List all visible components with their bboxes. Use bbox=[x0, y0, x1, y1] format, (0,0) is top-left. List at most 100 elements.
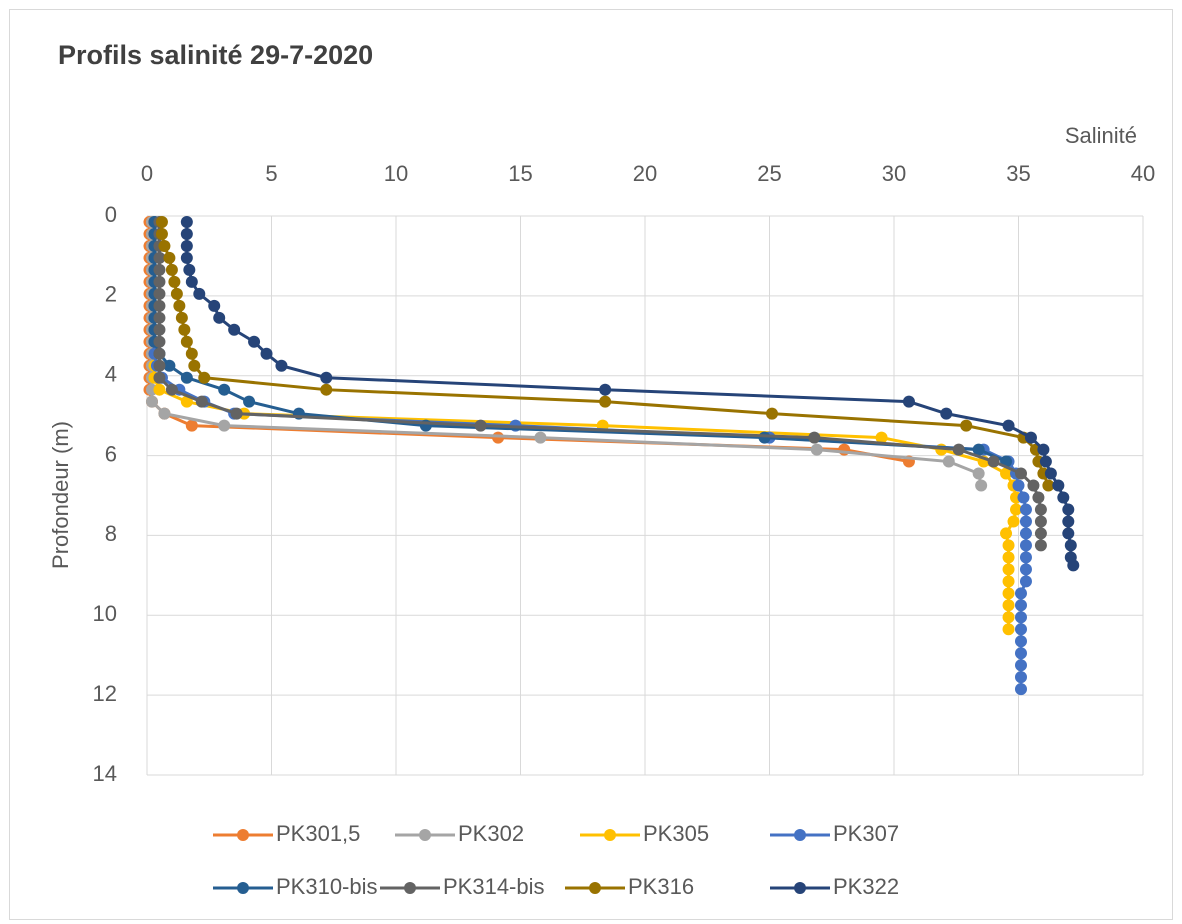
data-point bbox=[180, 371, 193, 384]
data-point bbox=[165, 383, 178, 396]
data-point bbox=[1014, 623, 1027, 636]
data-point bbox=[1027, 479, 1040, 492]
data-point bbox=[1019, 515, 1032, 528]
data-point bbox=[1014, 647, 1027, 660]
x-tick-label: 40 bbox=[1131, 161, 1155, 186]
legend-item: PK310-bis bbox=[213, 874, 378, 899]
data-point bbox=[1014, 467, 1027, 480]
data-point bbox=[153, 347, 166, 360]
legend-swatch-marker bbox=[604, 829, 616, 841]
data-point bbox=[145, 395, 158, 408]
x-tick-label: 5 bbox=[265, 161, 277, 186]
data-point bbox=[175, 311, 188, 324]
legend-item: PK305 bbox=[580, 821, 709, 846]
data-point bbox=[808, 431, 821, 444]
x-tick-label: 15 bbox=[508, 161, 532, 186]
data-point bbox=[1034, 503, 1047, 516]
data-point bbox=[320, 383, 333, 396]
data-point bbox=[180, 215, 193, 228]
data-point bbox=[195, 395, 208, 408]
data-point bbox=[213, 311, 226, 324]
data-point bbox=[1007, 515, 1020, 528]
data-point bbox=[1002, 611, 1015, 624]
legend-label: PK302 bbox=[458, 821, 524, 846]
x-tick-label: 25 bbox=[757, 161, 781, 186]
y-tick-label: 10 bbox=[93, 601, 117, 626]
data-point bbox=[178, 323, 191, 336]
data-point bbox=[599, 383, 612, 396]
y-tick-label: 0 bbox=[105, 202, 117, 227]
data-point bbox=[940, 407, 953, 420]
data-point bbox=[1002, 575, 1015, 588]
y-tick-label: 6 bbox=[105, 441, 117, 466]
data-point bbox=[1014, 659, 1027, 672]
legend-label: PK310-bis bbox=[276, 874, 378, 899]
data-point bbox=[153, 383, 166, 396]
data-point bbox=[1014, 611, 1027, 624]
data-point bbox=[1017, 491, 1030, 504]
data-point bbox=[1034, 515, 1047, 528]
data-point bbox=[1032, 491, 1045, 504]
data-point bbox=[180, 335, 193, 348]
data-point bbox=[1062, 527, 1075, 540]
data-point bbox=[248, 335, 261, 348]
data-point bbox=[180, 251, 193, 264]
data-point bbox=[198, 371, 211, 384]
data-point bbox=[1012, 479, 1025, 492]
data-point bbox=[153, 311, 166, 324]
data-point bbox=[243, 395, 256, 408]
data-point bbox=[1062, 503, 1075, 516]
data-point bbox=[1002, 419, 1015, 432]
legend-label: PK305 bbox=[643, 821, 709, 846]
data-point bbox=[758, 431, 771, 444]
data-point bbox=[1019, 539, 1032, 552]
data-point bbox=[153, 371, 166, 384]
data-point bbox=[153, 251, 166, 264]
data-point bbox=[153, 287, 166, 300]
data-point bbox=[1002, 563, 1015, 576]
legend-swatch-marker bbox=[419, 829, 431, 841]
data-point bbox=[534, 431, 547, 444]
data-point bbox=[987, 455, 1000, 468]
y-tick-label: 2 bbox=[105, 282, 117, 307]
data-point bbox=[260, 347, 273, 360]
data-point bbox=[185, 419, 198, 432]
data-point bbox=[1000, 527, 1013, 540]
data-point bbox=[1034, 527, 1047, 540]
data-point bbox=[1014, 683, 1027, 696]
data-point bbox=[1052, 479, 1065, 492]
data-point bbox=[185, 275, 198, 288]
data-point bbox=[185, 347, 198, 360]
data-point bbox=[275, 359, 288, 372]
data-point bbox=[165, 263, 178, 276]
y-tick-label: 8 bbox=[105, 521, 117, 546]
legend-label: PK301,5 bbox=[276, 821, 360, 846]
data-point bbox=[975, 479, 988, 492]
data-point bbox=[1062, 515, 1075, 528]
legend-item: PK316 bbox=[565, 874, 694, 899]
y-axis-label: Profondeur (m) bbox=[48, 421, 73, 569]
data-point bbox=[972, 443, 985, 456]
data-point bbox=[810, 443, 823, 456]
data-point bbox=[180, 239, 193, 252]
legend-swatch-marker bbox=[794, 882, 806, 894]
data-point bbox=[765, 407, 778, 420]
data-point bbox=[599, 395, 612, 408]
data-point bbox=[1019, 503, 1032, 516]
data-point bbox=[228, 323, 241, 336]
data-point bbox=[170, 287, 183, 300]
legend-swatch-marker bbox=[589, 882, 601, 894]
data-point bbox=[158, 239, 171, 252]
data-point bbox=[173, 299, 186, 312]
data-point bbox=[163, 359, 176, 372]
data-point bbox=[218, 419, 231, 432]
data-point bbox=[952, 443, 965, 456]
data-point bbox=[320, 371, 333, 384]
x-tick-label: 20 bbox=[633, 161, 657, 186]
x-tick-label: 35 bbox=[1006, 161, 1030, 186]
data-point bbox=[1037, 443, 1050, 456]
data-point bbox=[1014, 671, 1027, 684]
x-axis-label: Salinité bbox=[1065, 123, 1137, 148]
y-tick-label: 12 bbox=[93, 681, 117, 706]
